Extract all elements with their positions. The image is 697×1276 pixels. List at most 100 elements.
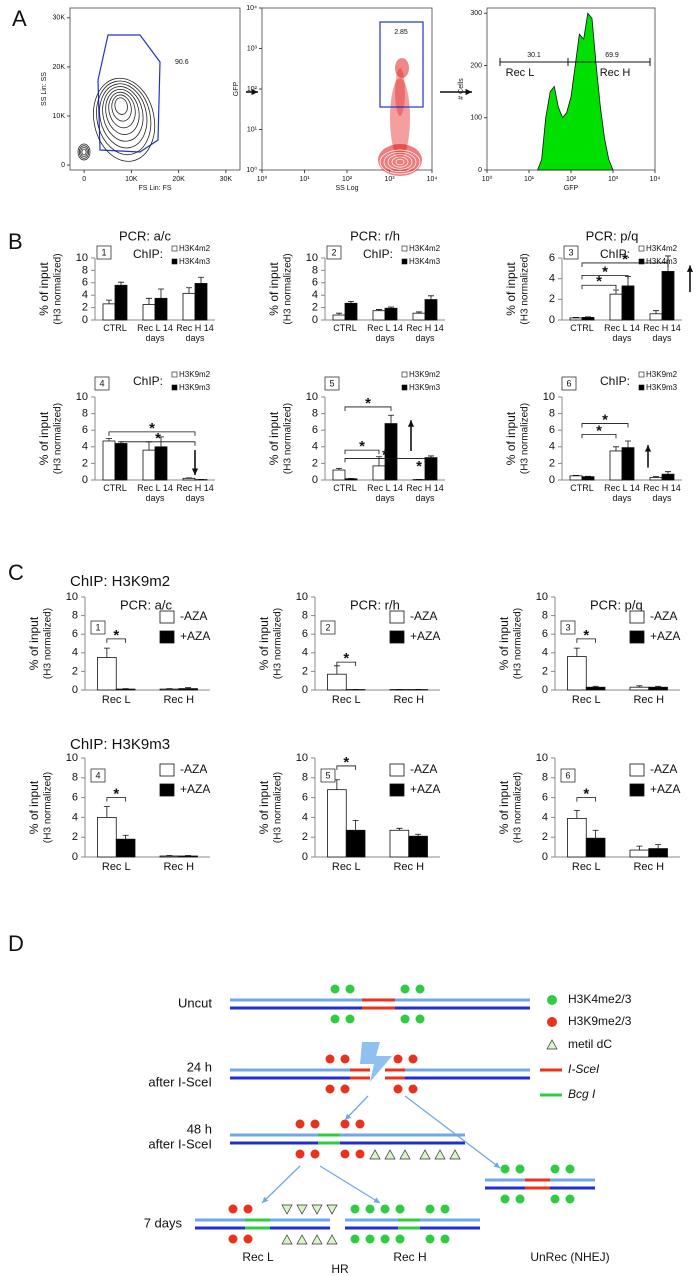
legend-label: metil dC <box>568 1037 612 1051</box>
y-tick-label: 4 <box>72 811 78 823</box>
error-bar <box>348 301 354 304</box>
bar <box>567 817 587 858</box>
error-bar <box>185 687 192 689</box>
y-tick-label: 10 <box>76 391 88 403</box>
y-tick-label: 6 <box>82 277 88 289</box>
stage-label: 7 days <box>144 1215 183 1230</box>
y-axis-label: # Cells <box>458 78 465 100</box>
arrow <box>404 1095 501 1169</box>
y-tick-label: 4 <box>549 441 555 453</box>
histone-mark <box>228 1204 238 1214</box>
density-contour <box>387 154 413 170</box>
legend-label: -AZA <box>650 762 677 776</box>
panel-label: A <box>12 6 27 31</box>
chart-number: 1 <box>101 247 106 257</box>
bar <box>384 307 398 321</box>
legend-swatch <box>159 763 175 777</box>
y-axis-label: (H3 normalized) <box>283 253 294 324</box>
y-tick-label: 2 <box>72 665 78 677</box>
chart-number: 3 <box>565 622 570 632</box>
chart-title: PCR: p/q <box>590 597 643 612</box>
error-bar <box>118 281 124 286</box>
legend-swatch <box>389 763 405 777</box>
bar <box>629 849 650 858</box>
legend-label: -AZA <box>180 762 207 776</box>
legend-symbol <box>547 995 557 1005</box>
histone-mark <box>395 1204 405 1214</box>
histone-mark <box>310 1149 320 1159</box>
x-tick-label: CTRL <box>570 483 594 493</box>
error-bar <box>428 455 434 458</box>
significance-star: * <box>343 650 349 667</box>
legend-label: +AZA <box>650 782 680 796</box>
bar <box>114 443 128 481</box>
legend-title: ChIP: <box>133 247 163 261</box>
bar <box>344 478 358 481</box>
y-tick-label: 10 <box>296 752 308 764</box>
bar <box>585 837 606 858</box>
histone-mark <box>400 984 410 994</box>
y-tick-label: 0 <box>61 162 65 169</box>
legend-swatch <box>629 610 645 624</box>
y-tick-label: 10 <box>66 591 78 603</box>
legend-label: -AZA <box>410 762 437 776</box>
legend-title: ChIP: <box>600 247 630 261</box>
chart-title: PCR: a/c <box>120 597 173 612</box>
y-tick-label: 0 <box>542 851 548 863</box>
y-tick-label: 0 <box>478 167 482 174</box>
gate-name: Rec L <box>506 67 535 79</box>
bar <box>649 477 663 481</box>
significance-bracket <box>581 433 617 439</box>
histone-mark <box>350 1204 360 1214</box>
y-tick-label: 10 <box>296 591 308 603</box>
density-contour <box>383 151 417 173</box>
x-tick-label: Rec H 14 days <box>406 483 444 503</box>
arrow-head <box>345 1113 352 1120</box>
significance-bracket <box>581 262 669 267</box>
contour-line <box>77 143 91 161</box>
histone-mark <box>380 1204 390 1214</box>
histone-mark <box>365 1204 375 1214</box>
legend-label: H3K9m2 <box>646 370 678 379</box>
histone-mark <box>355 1119 365 1129</box>
y-tick-label: 8 <box>542 610 548 622</box>
legend-symbol <box>547 1017 557 1027</box>
histone-mark <box>330 1014 340 1024</box>
x-tick-label: 10³ <box>384 176 395 183</box>
histone-mark <box>340 1119 350 1129</box>
legend-label: +AZA <box>180 629 210 643</box>
x-tick-label: Rec H 14 days <box>176 483 214 503</box>
bar <box>621 285 635 321</box>
legend-label: +AZA <box>650 629 680 643</box>
error-bar <box>653 310 659 314</box>
contour-line <box>111 94 132 122</box>
x-tick-label: 10³ <box>608 176 619 183</box>
histone-mark <box>515 1164 525 1174</box>
histone-mark <box>295 1149 305 1159</box>
x-tick-label: 10¹ <box>299 176 310 183</box>
histone-mark <box>565 1164 575 1174</box>
error-bar <box>653 476 659 478</box>
legend-label: +AZA <box>410 629 440 643</box>
y-axis-label: % of input <box>504 411 518 465</box>
chart-number-box <box>90 768 106 783</box>
y-tick-label: 10 <box>66 752 78 764</box>
y-axis-label: (H3 normalized) <box>53 253 64 324</box>
y-tick-label: 10⁰ <box>246 166 257 174</box>
gate <box>97 34 161 153</box>
legend-swatch <box>159 783 175 797</box>
cut-bolt <box>360 1042 392 1082</box>
legend-title: ChIP: <box>600 374 630 388</box>
x-tick-label: 0 <box>82 176 86 183</box>
y-tick-label: 4 <box>82 289 88 301</box>
significance-star: * <box>155 430 161 447</box>
legend-swatch <box>638 384 645 391</box>
significance-bracket <box>576 638 597 643</box>
x-tick-label: Rec L 14 days <box>137 323 173 343</box>
chart-number: 6 <box>565 770 570 780</box>
y-tick-label: 300 <box>470 10 482 17</box>
histone-mark <box>408 1054 418 1064</box>
bar <box>102 303 116 321</box>
chart-title: PCR: a/c <box>119 228 172 243</box>
